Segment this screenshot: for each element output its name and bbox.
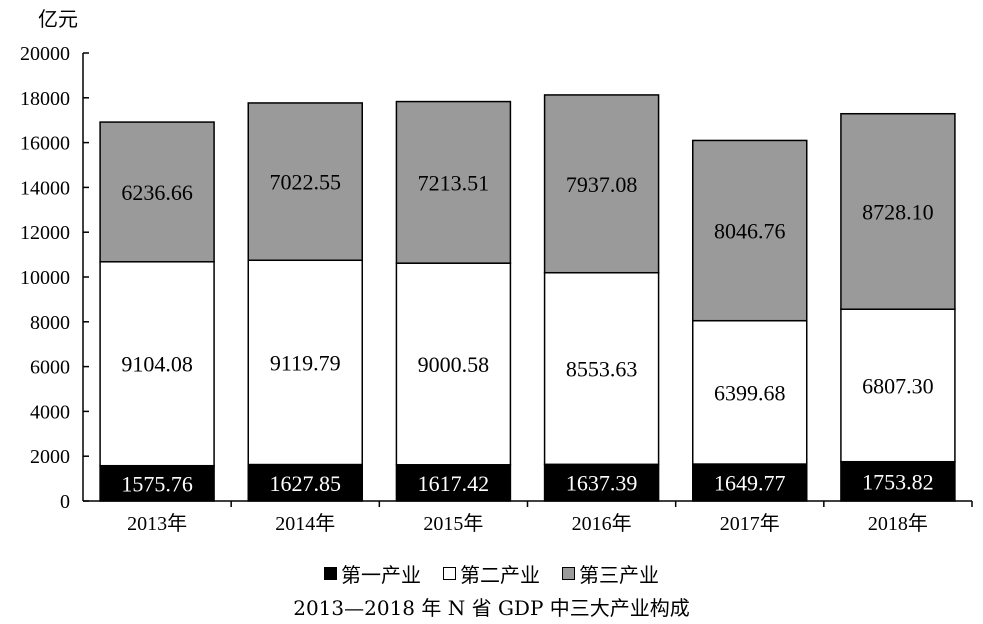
legend-swatch-secondary xyxy=(443,566,456,580)
legend-swatch-primary xyxy=(324,566,337,580)
bar-segment xyxy=(395,100,512,264)
data-label: 1617.42 xyxy=(418,471,490,496)
y-tick-label: 20000 xyxy=(20,43,70,65)
x-tick-label: 2016年 xyxy=(572,512,632,535)
bar-segment xyxy=(99,121,215,263)
bar-segment xyxy=(247,463,363,502)
y-tick-label: 10000 xyxy=(20,267,70,289)
bar-segment xyxy=(395,262,512,466)
data-label: 9104.08 xyxy=(121,352,193,377)
y-tick-label: 0 xyxy=(60,491,70,513)
bar-segment xyxy=(247,102,363,262)
legend-label-secondary: 第二产业 xyxy=(460,562,540,587)
y-tick-label: 6000 xyxy=(30,357,70,379)
data-label: 9000.58 xyxy=(418,352,490,377)
data-label: 1753.82 xyxy=(862,469,934,494)
bar-segment xyxy=(692,139,808,322)
x-tick-label: 2013年 xyxy=(127,512,187,535)
bar-segment xyxy=(692,463,808,502)
data-label: 6236.66 xyxy=(121,180,193,205)
data-label: 1649.77 xyxy=(714,471,786,496)
bar-segment xyxy=(692,319,808,465)
data-labels: 1575.76 9104.08 6236.66 1627.85 9119.79 7022.… xyxy=(121,170,933,497)
y-tick-label: 4000 xyxy=(30,401,70,423)
data-label: 8046.76 xyxy=(714,219,786,244)
data-label: 1637.39 xyxy=(566,471,638,496)
legend-label-primary: 第一产业 xyxy=(341,562,421,587)
axes: 0 2000 4000 6000 8000 10000 12000 14000 16000 180… xyxy=(20,43,973,535)
y-tick-label: 16000 xyxy=(20,133,70,155)
x-tick-label: 2018年 xyxy=(868,512,928,535)
data-label: 1575.76 xyxy=(121,471,193,496)
stacked-bar-chart: 亿元 0 2000 4000 6000 8000 10000 12000 14000 16000… xyxy=(20,8,973,535)
y-tick-label: 18000 xyxy=(20,88,70,110)
y-tick-label: 12000 xyxy=(20,222,70,244)
x-tick-label: 2015年 xyxy=(423,512,483,535)
legend-item-secondary: 第二产业 xyxy=(443,562,540,587)
x-tick-label: 2014年 xyxy=(275,512,335,535)
bar-segment xyxy=(543,271,660,466)
chart-caption: 2013—2018 年 N 省 GDP 中三大产业构成 xyxy=(293,596,690,620)
y-tick-label: 14000 xyxy=(20,177,70,199)
bar-segment xyxy=(99,464,215,502)
bars xyxy=(99,94,956,502)
y-tick-label: 8000 xyxy=(30,312,70,334)
data-label: 6399.68 xyxy=(714,380,786,405)
bar-segment xyxy=(395,464,512,502)
bar-segment xyxy=(247,259,363,466)
legend-swatch-tertiary xyxy=(562,566,575,580)
x-tick-label: 2017年 xyxy=(720,512,780,535)
y-axis-label: 亿元 xyxy=(38,8,78,31)
legend-item-tertiary: 第三产业 xyxy=(562,562,659,587)
data-label: 6807.30 xyxy=(862,373,934,398)
bar-segment xyxy=(99,261,215,467)
data-label: 9119.79 xyxy=(270,350,341,375)
bar-segment xyxy=(840,460,956,502)
data-label: 1627.85 xyxy=(270,471,342,496)
data-label: 7937.08 xyxy=(566,172,638,197)
bar-segment xyxy=(840,112,956,310)
legend: 第一产业 第二产业 第三产业 xyxy=(0,562,983,587)
bar-segment xyxy=(543,94,660,274)
data-label: 7022.55 xyxy=(270,170,342,195)
data-label: 8728.10 xyxy=(862,199,934,224)
data-label: 7213.51 xyxy=(418,170,490,195)
y-tick-label: 2000 xyxy=(30,446,70,468)
legend-label-tertiary: 第三产业 xyxy=(579,562,659,587)
legend-item-primary: 第一产业 xyxy=(324,562,421,587)
data-label: 8553.63 xyxy=(566,357,638,382)
